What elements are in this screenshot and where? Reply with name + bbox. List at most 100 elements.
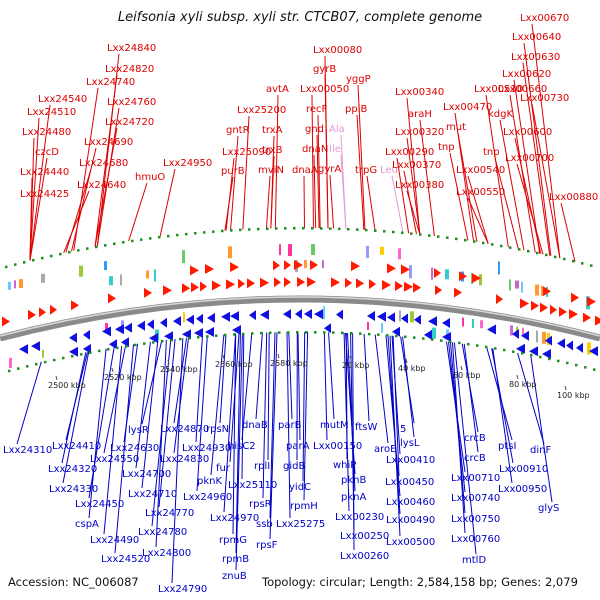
feature-box xyxy=(462,318,464,327)
tick-mark xyxy=(278,354,279,358)
feature-box xyxy=(536,331,538,343)
bottom-leader-line xyxy=(531,356,552,502)
bottom-gene-label: Lxx24310 xyxy=(3,445,52,456)
tick-dot xyxy=(50,255,53,258)
bottom-gene-label: Lxx24330 xyxy=(49,484,98,495)
bottom-leader-line xyxy=(142,340,162,424)
tick-dot xyxy=(206,335,209,338)
reverse-gene-arrow xyxy=(124,323,132,333)
forward-gene-arrow xyxy=(284,277,291,287)
top-gene-label: purB xyxy=(221,166,245,177)
forward-gene-arrow xyxy=(550,305,557,315)
bottom-gene-label: Lxx00760 xyxy=(451,534,500,545)
tick-dot xyxy=(554,256,557,258)
top-gene-label: Lxx00370 xyxy=(392,160,441,171)
bottom-leader-line xyxy=(289,332,292,419)
bottom-gene-label: Lxx00710 xyxy=(451,473,500,484)
feature-box xyxy=(9,358,12,368)
forward-gene-arrow xyxy=(39,307,46,317)
tick-dot xyxy=(302,227,305,230)
tick-dot xyxy=(35,363,38,366)
bottom-gene-label: Lxx00740 xyxy=(451,493,500,504)
top-gene-label: Ile xyxy=(329,144,341,155)
forward-gene-arrow xyxy=(238,279,245,289)
tick-dot xyxy=(116,347,119,350)
tick-dot xyxy=(521,352,524,355)
tick-dot xyxy=(455,238,458,241)
top-leader-line xyxy=(341,155,346,229)
tick-dot xyxy=(509,246,512,249)
tick-dot xyxy=(449,340,452,343)
bottom-leader-line xyxy=(403,337,414,437)
tick-dot xyxy=(131,240,134,243)
tick-dot xyxy=(410,232,413,235)
top-gene-label: dnaA xyxy=(292,165,318,176)
tick-dot xyxy=(575,364,578,367)
tick-dot xyxy=(590,264,593,267)
tick-mark xyxy=(56,376,57,380)
feature-box xyxy=(381,323,383,333)
forward-gene-arrow xyxy=(331,277,340,287)
tick-dot xyxy=(158,236,161,239)
reverse-gene-arrow xyxy=(83,330,90,340)
tick-dot xyxy=(566,362,569,365)
tick-dot xyxy=(368,333,371,336)
tick-dot xyxy=(512,350,515,353)
top-gene-label: gyrB xyxy=(313,64,336,75)
tick-dot xyxy=(257,228,260,231)
tick-dot xyxy=(356,228,359,231)
forward-gene-arrow xyxy=(273,260,280,270)
top-gene-label: Lxx00320 xyxy=(395,127,444,138)
top-gene-label: tnp xyxy=(483,147,500,158)
tick-dot xyxy=(176,234,179,237)
top-leader-line xyxy=(266,176,270,229)
top-gene-label: gnd xyxy=(305,124,324,135)
tick-dot xyxy=(197,336,200,339)
top-gene-label: Lxx00290 xyxy=(385,147,434,158)
bottom-gene-label: pknB xyxy=(341,475,366,486)
bottom-gene-label: Lxx24550 xyxy=(90,454,139,465)
tick-dot xyxy=(32,259,35,262)
tick-dot xyxy=(464,239,467,242)
feature-box xyxy=(542,332,546,344)
top-leader-line xyxy=(367,176,375,231)
bottom-gene-label: Lxx24780 xyxy=(138,527,187,538)
tick-dot xyxy=(41,257,44,260)
top-leader-line xyxy=(330,175,334,229)
forward-gene-arrow xyxy=(310,260,318,270)
reverse-gene-arrow xyxy=(542,349,551,359)
tick-dot xyxy=(458,342,461,345)
tick-dot xyxy=(179,338,182,341)
reverse-gene-arrow xyxy=(260,310,269,320)
bottom-leader-line xyxy=(329,332,334,419)
bottom-gene-label: lysL xyxy=(400,438,420,449)
top-gene-label: hmuO xyxy=(135,172,165,183)
feature-box xyxy=(322,260,324,268)
bottom-gene-label: dnaB xyxy=(242,420,268,431)
tick-dot xyxy=(248,228,251,231)
forward-gene-arrow xyxy=(28,310,36,320)
top-gene-label: Lxx24950 xyxy=(163,158,212,169)
tick-dot xyxy=(485,346,488,349)
reverse-gene-arrow xyxy=(414,315,421,325)
tick-dot xyxy=(527,250,530,253)
forward-gene-arrow xyxy=(212,280,221,290)
tick-dot xyxy=(266,228,269,231)
tick-mark xyxy=(406,359,407,363)
forward-gene-arrow xyxy=(182,283,190,293)
bottom-leader-line xyxy=(263,332,267,498)
top-gene-label: trxA xyxy=(262,125,283,136)
top-gene-label: Lxx00470 xyxy=(443,102,492,113)
tick-dot xyxy=(500,245,503,248)
tick-dot xyxy=(17,367,20,370)
bottom-gene-label: rpmH xyxy=(290,501,318,512)
feature-box xyxy=(432,328,436,339)
forward-gene-arrow xyxy=(230,262,239,272)
tick-dot xyxy=(62,357,65,360)
tick-dot xyxy=(152,341,155,344)
bottom-gene-label: Lxx24320 xyxy=(48,464,97,475)
top-gene-label: Lxx24425 xyxy=(20,189,69,200)
reverse-gene-arrow xyxy=(387,312,395,322)
forward-gene-arrow xyxy=(307,277,316,287)
feature-box xyxy=(14,280,16,288)
